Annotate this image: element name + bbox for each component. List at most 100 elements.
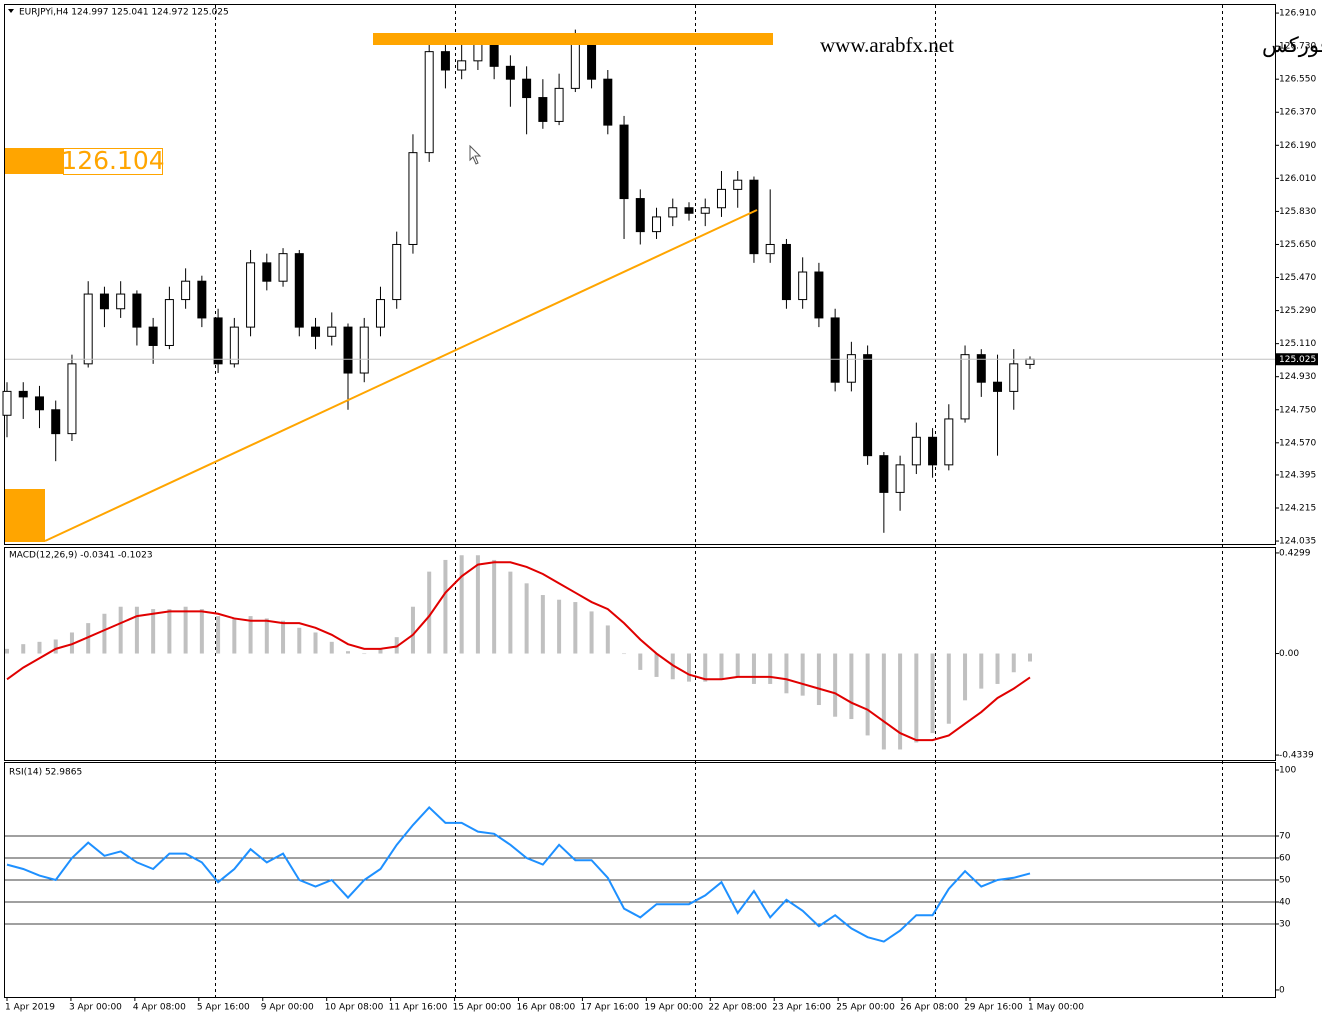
watermark-text: عدنان 7 / منتديات عرب فوركس [1262, 33, 1322, 58]
candle-body [278, 253, 288, 282]
candle-body [164, 299, 174, 346]
macd-bar [946, 653, 951, 724]
rsi-title: RSI(14) 52.9865 [9, 768, 82, 778]
support-zone [5, 489, 45, 542]
y-tick-label: 126.010 [1279, 174, 1316, 184]
cursor [469, 144, 482, 165]
macd-bar [183, 606, 188, 654]
candle-body [928, 436, 938, 466]
x-tick-label: 15 Apr 00:00 [453, 1003, 512, 1013]
macd-bar [232, 618, 237, 654]
macd-bar [86, 623, 91, 654]
candle-body [603, 78, 613, 126]
macd-bar [199, 609, 204, 654]
candle-body [749, 179, 759, 255]
x-tick-label: 19 Apr 00:00 [644, 1003, 703, 1013]
macd-bar [816, 653, 821, 706]
x-tick-label: 9 Apr 00:00 [261, 1003, 314, 1013]
macd-bar [963, 653, 968, 701]
x-tick-label: 26 Apr 08:00 [900, 1003, 959, 1013]
y-tick-label: 100 [1279, 766, 1296, 776]
y-tick-label: 70 [1279, 832, 1291, 842]
candle-body [538, 97, 548, 122]
x-tick-label: 23 Apr 16:00 [772, 1003, 831, 1013]
macd-bar [768, 653, 773, 684]
candle-body [229, 326, 239, 365]
macd-bar [865, 653, 870, 736]
last-price-box [1276, 353, 1318, 366]
macd-bar [1028, 653, 1032, 662]
macd-bar [622, 653, 627, 655]
macd-bar [313, 632, 318, 654]
x-tick-label: 1 May 00:00 [1028, 1003, 1084, 1013]
macd-bar [118, 606, 123, 654]
macd-bar [427, 571, 432, 654]
y-tick-label: 125.470 [1279, 273, 1316, 283]
candle-body [505, 65, 515, 80]
y-tick-label: 124.215 [1279, 504, 1316, 514]
macd-bar [540, 595, 545, 654]
candle-body [51, 409, 61, 435]
macd-bar [248, 616, 253, 654]
candle-body [652, 216, 662, 233]
x-tick-label: 25 Apr 00:00 [836, 1003, 895, 1013]
candle-body [976, 354, 986, 383]
candle-body [83, 293, 93, 365]
y-tick-label: 0 [1279, 985, 1285, 995]
macd-bar [930, 653, 935, 734]
macd-bar [362, 653, 367, 655]
candle-body [814, 271, 824, 319]
candle-body [993, 381, 1003, 392]
candle-body [879, 455, 889, 493]
y-tick-label: 0.00 [1279, 649, 1299, 659]
candle-body [213, 317, 223, 365]
y-tick-label: 124.930 [1279, 372, 1316, 382]
candle-body [798, 271, 808, 301]
x-tick-label: 3 Apr 00:00 [69, 1003, 122, 1013]
y-tick-label: 124.395 [1279, 470, 1316, 480]
rsi-line [6, 806, 1031, 943]
candle-body [197, 280, 207, 319]
y-tick-label: 126.730 [1279, 42, 1316, 52]
candle-body [830, 317, 840, 383]
candle-body [619, 124, 629, 200]
candle-body [67, 363, 77, 435]
macd-bar [492, 559, 497, 654]
candle-body [34, 396, 44, 411]
candle-body [327, 326, 337, 337]
y-tick-label: 126.190 [1279, 141, 1316, 151]
macd-bar [687, 653, 691, 682]
candle-body [716, 188, 726, 209]
level-marker [5, 148, 63, 174]
macd-bar [459, 555, 464, 654]
macd-bar [134, 606, 139, 654]
y-tick-label: 50 [1279, 876, 1291, 886]
macd-bar [589, 611, 594, 654]
y-tick-label: 126.910 [1279, 9, 1316, 19]
macd-bar [800, 653, 805, 696]
candle-body [18, 390, 28, 398]
macd-bar [216, 616, 221, 654]
candle-body [570, 41, 580, 89]
x-tick-label: 22 Apr 08:00 [708, 1003, 767, 1013]
candle-body [1025, 358, 1035, 365]
macd-bar [5, 648, 9, 654]
y-tick-label: 125.110 [1279, 339, 1316, 349]
macd-bar [281, 620, 286, 654]
candle-body [359, 326, 369, 374]
x-tick-label: 17 Apr 16:00 [580, 1003, 639, 1013]
macd-bar [914, 653, 919, 743]
macd-bar [751, 653, 756, 684]
level-box [63, 148, 163, 175]
macd-bar [264, 618, 269, 654]
candle-body [294, 253, 304, 328]
macd-bar [297, 627, 302, 654]
macd-bar [833, 653, 838, 717]
macd-bar [37, 641, 42, 654]
macd-bar [508, 571, 513, 654]
x-tick-label: 11 Apr 16:00 [389, 1003, 448, 1013]
macd-bar [410, 606, 415, 654]
macd-bar [703, 653, 708, 682]
macd-bar [524, 583, 529, 654]
